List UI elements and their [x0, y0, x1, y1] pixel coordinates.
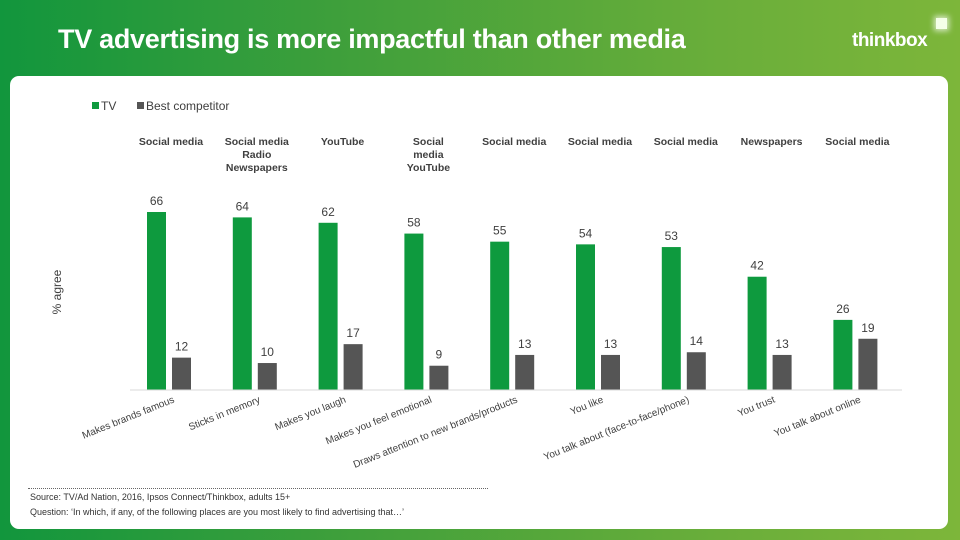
category-label: You talk about online	[773, 394, 863, 439]
competitor-name-line: Social media	[825, 136, 889, 148]
source-note: Source: TV/Ad Nation, 2016, Ipsos Connec…	[30, 492, 291, 502]
logo-square-icon	[936, 18, 947, 29]
competitor-value-label: 12	[175, 340, 189, 354]
competitor-labels: Social media Social media Radio NewspapersY…	[139, 136, 890, 174]
category-label: Makes brands famous	[81, 395, 176, 442]
competitor-value-label: 17	[346, 326, 360, 340]
competitor-name-line: Newspapers	[741, 136, 803, 148]
category-label: You like	[569, 394, 606, 417]
value-labels: 66 12 64 10 62 17 58 9 55 13 54 13 53 14 42 13 26 19	[150, 194, 875, 362]
competitor-value-label: 9	[436, 348, 443, 362]
competitor-bar	[429, 365, 449, 390]
competitor-bar	[858, 338, 878, 390]
tv-bar	[576, 244, 595, 390]
tv-value-label: 42	[750, 259, 764, 273]
competitor-bar	[257, 363, 277, 390]
legend-label-competitor: Best competitor	[146, 99, 229, 113]
competitor-value-label: 13	[604, 337, 618, 351]
competitor-name-label: Social media	[654, 136, 718, 148]
competitor-name-label: Social media Radio Newspapers	[225, 136, 289, 174]
chart-panel	[10, 76, 948, 529]
legend-swatch-competitor	[137, 102, 144, 109]
competitor-name-line: Social	[413, 136, 444, 148]
tv-value-label: 62	[321, 205, 335, 219]
competitor-name-line: Social media	[482, 136, 546, 148]
competitor-bar	[515, 354, 535, 390]
tv-bar	[833, 319, 853, 390]
legend-swatch-tv	[92, 102, 99, 109]
competitor-name-label: YouTube	[321, 136, 365, 148]
competitor-name-line: Social media	[568, 136, 632, 148]
bars	[147, 212, 878, 390]
competitor-bar	[601, 354, 620, 390]
chart-legend: TV Best competitor	[92, 99, 229, 113]
competitor-bar	[172, 357, 191, 390]
competitor-name-label: Social media YouTube	[407, 136, 451, 174]
competitor-value-label: 19	[861, 321, 875, 335]
tv-bar	[232, 217, 252, 390]
competitor-name-line: Social media	[225, 136, 289, 148]
y-axis-label-group: % agree	[50, 269, 64, 314]
competitor-value-label: 10	[261, 345, 275, 359]
tv-value-label: 55	[493, 224, 507, 238]
competitor-name-line: Social media	[654, 136, 718, 148]
legend-label-tv: TV	[101, 99, 116, 113]
competitor-name-line: YouTube	[407, 162, 451, 174]
y-axis-label: % agree	[50, 269, 64, 314]
category-label: You talk about (face-to-face/phone)	[542, 395, 691, 464]
competitor-name-label: Social media	[825, 136, 889, 148]
competitor-value-label: 14	[690, 334, 704, 348]
category-label: You trust	[736, 395, 777, 420]
tv-value-label: 26	[836, 302, 850, 316]
competitor-value-label: 13	[518, 337, 532, 351]
tv-bar	[747, 276, 767, 390]
tv-bar	[147, 212, 166, 390]
competitor-name-label: Social media	[139, 136, 203, 148]
tv-value-label: 66	[150, 194, 164, 208]
competitor-name-line: Newspapers	[226, 162, 288, 174]
page-title: TV advertising is more impactful than ot…	[58, 24, 686, 54]
competitor-name-line: Social media	[139, 136, 203, 148]
question-note: Question: ‘In which, if any, of the foll…	[30, 507, 405, 517]
category-labels: Makes brands famous Sticks in memory Makes…	[81, 394, 863, 470]
thinkbox-logo: thinkbox	[852, 30, 928, 51]
competitor-name-line: YouTube	[321, 136, 365, 148]
category-label: Draws attention to new brands/products	[352, 395, 520, 471]
category-label: Makes you laugh	[273, 395, 347, 434]
competitor-bar	[686, 352, 706, 390]
tv-value-label: 64	[236, 199, 250, 213]
competitor-name-line: Radio	[242, 149, 271, 161]
competitor-name-label: Newspapers	[741, 136, 803, 148]
category-label: Sticks in memory	[187, 395, 262, 434]
tv-value-label: 53	[665, 229, 679, 243]
tv-bar	[404, 233, 424, 390]
tv-bar	[661, 247, 681, 390]
competitor-name-label: Social media	[568, 136, 632, 148]
competitor-name-label: Social media	[482, 136, 546, 148]
competitor-bar	[343, 344, 363, 390]
tv-value-label: 58	[407, 216, 421, 230]
footnote-divider	[28, 488, 488, 489]
competitor-value-label: 13	[775, 337, 789, 351]
competitor-name-line: media	[413, 149, 444, 161]
tv-bar	[490, 241, 510, 390]
competitor-bar	[772, 354, 792, 390]
tv-bar	[318, 222, 338, 390]
tv-value-label: 54	[579, 226, 593, 240]
